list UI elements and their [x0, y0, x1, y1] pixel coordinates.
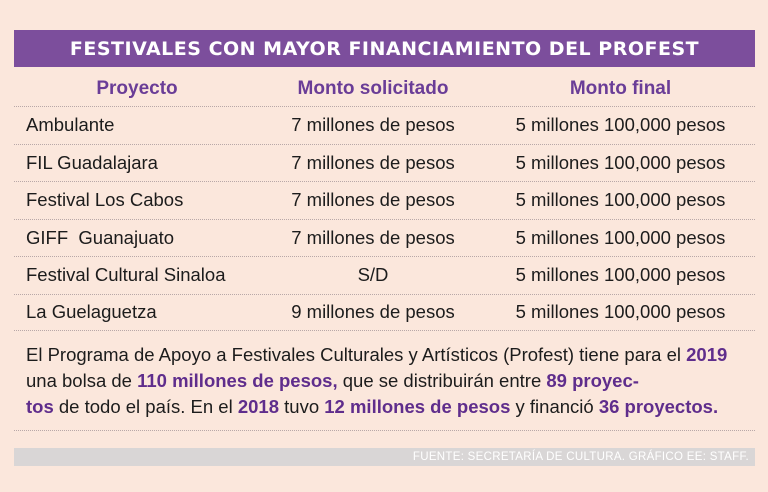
cell-monto-solicitado: 7 millones de pesos	[291, 189, 455, 211]
note-text: de todo el país. En el	[53, 396, 238, 417]
column-header-monto-solicitado: Monto solicitado	[297, 78, 449, 99]
table-row: GIFF Guanajuato 7 millones de pesos 5 mi…	[14, 218, 755, 257]
cell-monto-final: 5 millones 100,000 pesos	[515, 264, 726, 286]
table-row: FIL Guadalajara 7 millones de pesos 5 mi…	[14, 143, 755, 182]
table-row: Festival Cultural Sinaloa S/D 5 millones…	[14, 256, 755, 294]
cell-proyecto: Festival Cultural Sinaloa	[26, 264, 226, 286]
cell-monto-solicitado: 7 millones de pesos	[291, 114, 455, 136]
note-text: El Programa de Apoyo a Festivales Cultur…	[26, 344, 687, 365]
table-row: Ambulante 7 millones de pesos 5 millones…	[14, 106, 755, 144]
cell-monto-solicitado: 9 millones de pesos	[291, 301, 455, 323]
cell-monto-solicitado: S/D	[357, 264, 389, 286]
summary-note: El Programa de Apoyo a Festivales Cultur…	[26, 342, 748, 420]
note-highlight: 12 millones de pesos	[324, 396, 511, 417]
cell-monto-solicitado: 7 millones de pesos	[291, 151, 455, 173]
cell-monto-final: 5 millones 100,000 pesos	[515, 226, 726, 248]
cell-monto-final: 5 millones 100,000 pesos	[515, 151, 726, 173]
cell-monto-final: 5 millones 100,000 pesos	[515, 114, 726, 136]
note-highlight: 2019	[686, 344, 728, 365]
cell-proyecto: FIL Guadalajara	[26, 151, 158, 173]
note-text: que se distribuirán entre	[337, 370, 547, 391]
column-header-monto-final: Monto final	[569, 78, 672, 99]
note-highlight: tos	[26, 396, 54, 417]
cell-proyecto: La Guelaguetza	[26, 301, 157, 323]
table-row: La Guelaguetza 9 millones de pesos 5 mil…	[14, 293, 755, 331]
source-bar: FUENTE: SECRETARÍA DE CULTURA. GRÁFICO E…	[14, 448, 755, 466]
table-header: Proyecto Monto solicitado Monto final	[14, 72, 755, 106]
column-header-proyecto: Proyecto	[96, 78, 178, 99]
cell-proyecto: Ambulante	[26, 114, 115, 136]
source-credit: FUENTE: SECRETARÍA DE CULTURA. GRÁFICO E…	[412, 451, 749, 463]
note-text: una bolsa de	[26, 370, 138, 391]
note-text: y financió	[510, 396, 599, 417]
table-row: Festival Los Cabos 7 millones de pesos 5…	[14, 181, 755, 219]
note-highlight: 110 millones de pesos,	[137, 370, 338, 391]
cell-monto-final: 5 millones 100,000 pesos	[515, 301, 726, 323]
cell-proyecto: Festival Los Cabos	[26, 189, 184, 211]
divider	[14, 430, 755, 431]
note-highlight: 36 proyectos.	[598, 396, 719, 417]
cell-proyecto: GIFF Guanajuato	[26, 226, 175, 248]
table-body: Ambulante 7 millones de pesos 5 millones…	[14, 106, 755, 331]
title-bar: FESTIVALES CON MAYOR FINANCIAMIENTO DEL …	[14, 30, 755, 67]
cell-monto-solicitado: 7 millones de pesos	[291, 226, 455, 248]
cell-monto-final: 5 millones 100,000 pesos	[515, 189, 726, 211]
note-highlight: 2018	[237, 396, 280, 417]
note-text: tuvo	[279, 396, 325, 417]
note-highlight: 89 proyec-	[546, 370, 639, 391]
page-title: FESTIVALES CON MAYOR FINANCIAMIENTO DEL …	[69, 37, 700, 60]
